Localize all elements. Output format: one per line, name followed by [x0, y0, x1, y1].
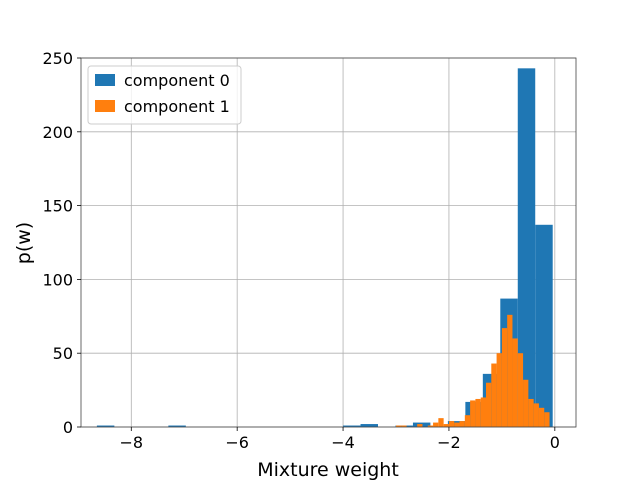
histogram-bar-component-1	[454, 422, 460, 427]
x-axis-label: Mixture weight	[257, 459, 399, 480]
histogram-bar-component-0	[96, 425, 115, 427]
y-tick-label: 100	[42, 270, 73, 289]
x-tick-label: −6	[225, 433, 249, 452]
x-tick-label: −8	[119, 433, 143, 452]
legend-box	[87, 65, 242, 125]
axis-ticks: −8 −6 −4 −2 0 0 50 100 150 200 250	[42, 49, 559, 452]
histogram-bar-component-0	[360, 424, 378, 427]
x-tick-label: −2	[437, 433, 461, 452]
x-tick-label: 0	[550, 433, 560, 452]
histogram-bar-component-1	[475, 398, 481, 427]
histogram-bar-component-1	[438, 418, 444, 427]
legend-swatch-component-1	[95, 100, 115, 112]
histogram-bar-component-0	[517, 68, 536, 427]
histogram-bar-component-1	[512, 338, 518, 427]
legend-label-component-0: component 0	[124, 71, 230, 90]
y-tick-label: 150	[42, 197, 73, 216]
histogram-bar-component-1	[523, 379, 529, 427]
histogram-bars	[96, 68, 553, 427]
histogram-bar-component-0	[535, 224, 553, 427]
y-axis-label: p(w)	[13, 222, 35, 264]
histogram-bar-component-1	[517, 353, 524, 427]
legend: component 0 component 1	[87, 65, 242, 125]
histogram-bar-component-1	[427, 425, 434, 427]
histogram-bar-component-1	[480, 397, 486, 427]
histogram-bar-component-1	[401, 425, 407, 427]
histogram-bar-component-1	[464, 415, 471, 427]
x-tick-label: −4	[331, 433, 355, 452]
histogram-bar-component-1	[486, 382, 492, 427]
legend-swatch-component-0	[95, 74, 115, 86]
histogram-bar-component-0	[168, 425, 186, 427]
histogram-bar-component-1	[417, 424, 423, 427]
histogram-bar-component-0	[343, 425, 361, 427]
histogram-bar-component-1	[533, 403, 539, 427]
y-tick-label: 0	[63, 418, 73, 437]
histogram-bar-component-1	[496, 353, 502, 427]
histogram-bar-component-1	[507, 314, 513, 427]
legend-label-component-1: component 1	[124, 97, 230, 116]
histogram-bar-component-1	[459, 421, 465, 427]
histogram-bar-component-1	[544, 412, 550, 427]
histogram-bar-component-1	[491, 363, 497, 427]
histogram-bar-component-1	[528, 398, 534, 427]
histogram-bar-component-1	[538, 407, 545, 427]
histogram-bar-component-1	[448, 421, 455, 427]
histogram-bar-component-1	[433, 422, 439, 427]
histogram-bar-component-1	[501, 328, 508, 427]
plot-frame	[80, 57, 577, 428]
y-tick-label: 50	[53, 344, 73, 363]
y-tick-label: 200	[42, 123, 73, 142]
y-tick-label: 250	[42, 49, 73, 68]
histogram-bar-component-1	[443, 424, 449, 427]
histogram-bar-component-1	[396, 425, 402, 427]
histogram-bar-component-1	[470, 400, 476, 427]
